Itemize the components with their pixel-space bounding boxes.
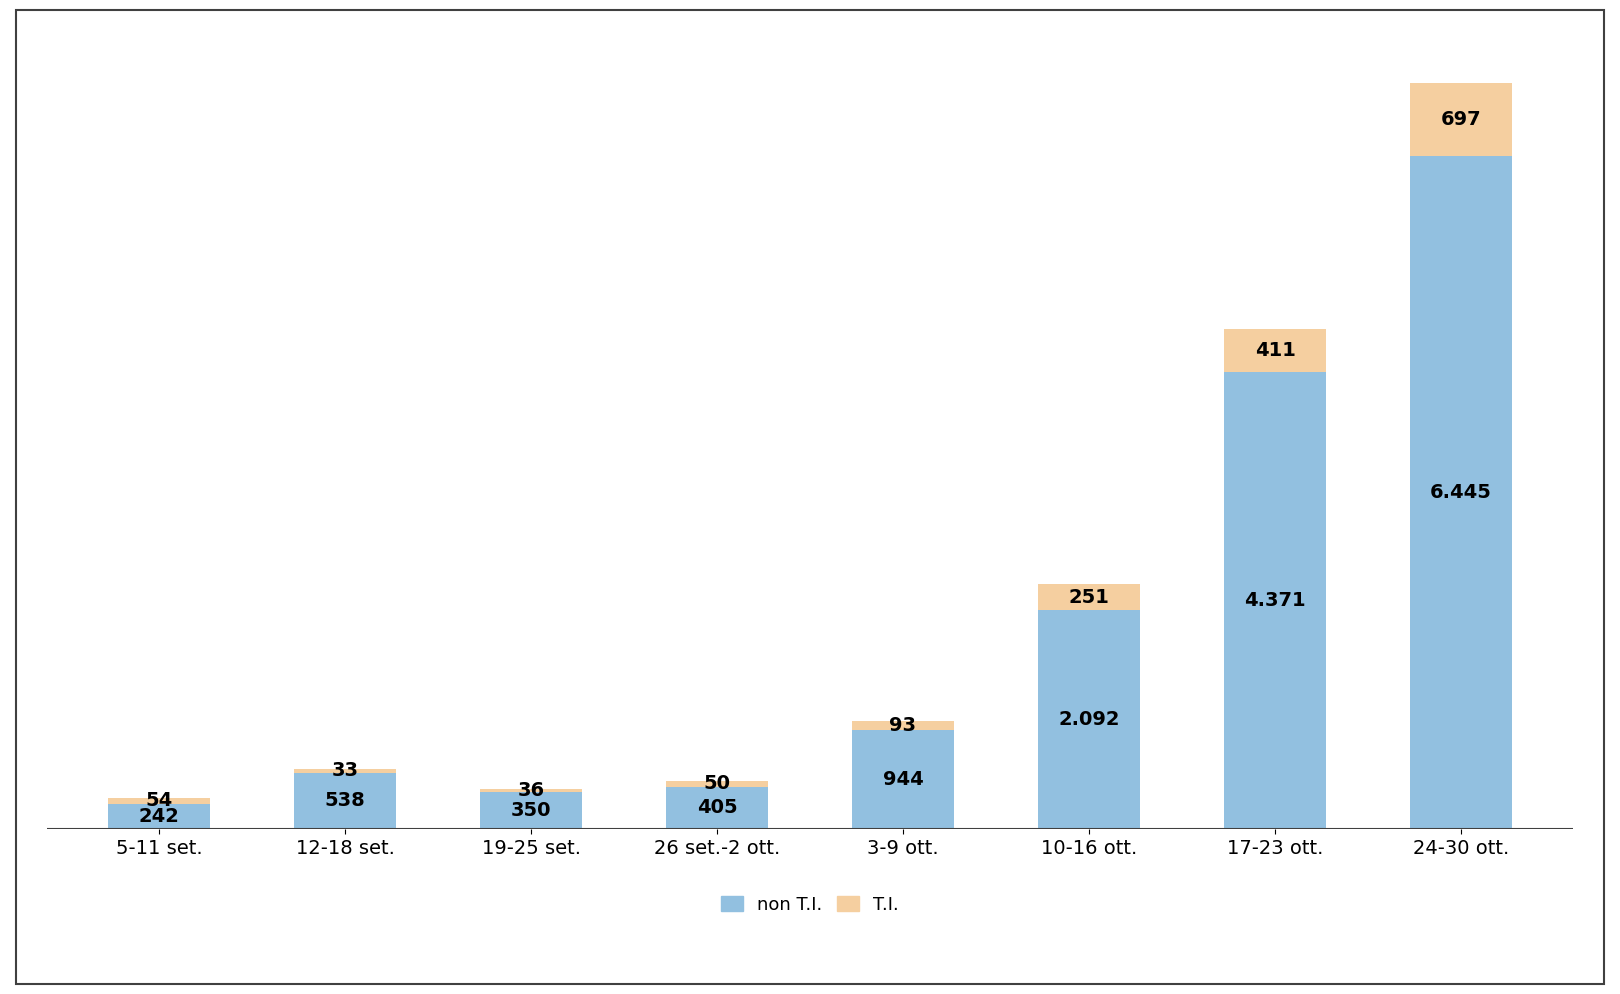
Text: 4.371: 4.371 [1244, 591, 1306, 610]
Text: 944: 944 [883, 770, 923, 789]
Bar [293, 772, 397, 829]
Text: 54: 54 [146, 791, 173, 810]
Text: 538: 538 [324, 791, 366, 810]
Text: 50: 50 [703, 774, 731, 793]
Bar [852, 721, 954, 731]
Bar [1223, 329, 1327, 372]
Text: 2.092: 2.092 [1058, 710, 1119, 730]
Bar [852, 731, 954, 829]
Text: 33: 33 [332, 761, 358, 780]
Bar [109, 798, 211, 803]
Text: 93: 93 [889, 716, 917, 735]
Text: 350: 350 [510, 801, 551, 820]
Bar [1038, 610, 1140, 829]
Bar [109, 803, 211, 829]
Bar [666, 786, 768, 829]
Bar [1038, 584, 1140, 610]
Text: 6.445: 6.445 [1430, 483, 1492, 502]
Bar [666, 781, 768, 786]
Legend: non T.I., T.I.: non T.I., T.I. [713, 887, 907, 923]
Bar [1223, 372, 1327, 829]
Text: 242: 242 [139, 807, 180, 826]
Text: 405: 405 [697, 798, 737, 817]
Bar [293, 769, 397, 772]
Text: 251: 251 [1069, 587, 1110, 606]
Bar [1409, 83, 1511, 155]
Text: 36: 36 [517, 781, 544, 800]
Text: 411: 411 [1254, 341, 1296, 360]
Text: 697: 697 [1440, 109, 1481, 128]
Bar [1409, 155, 1511, 829]
Bar [480, 792, 582, 829]
Bar [480, 788, 582, 792]
